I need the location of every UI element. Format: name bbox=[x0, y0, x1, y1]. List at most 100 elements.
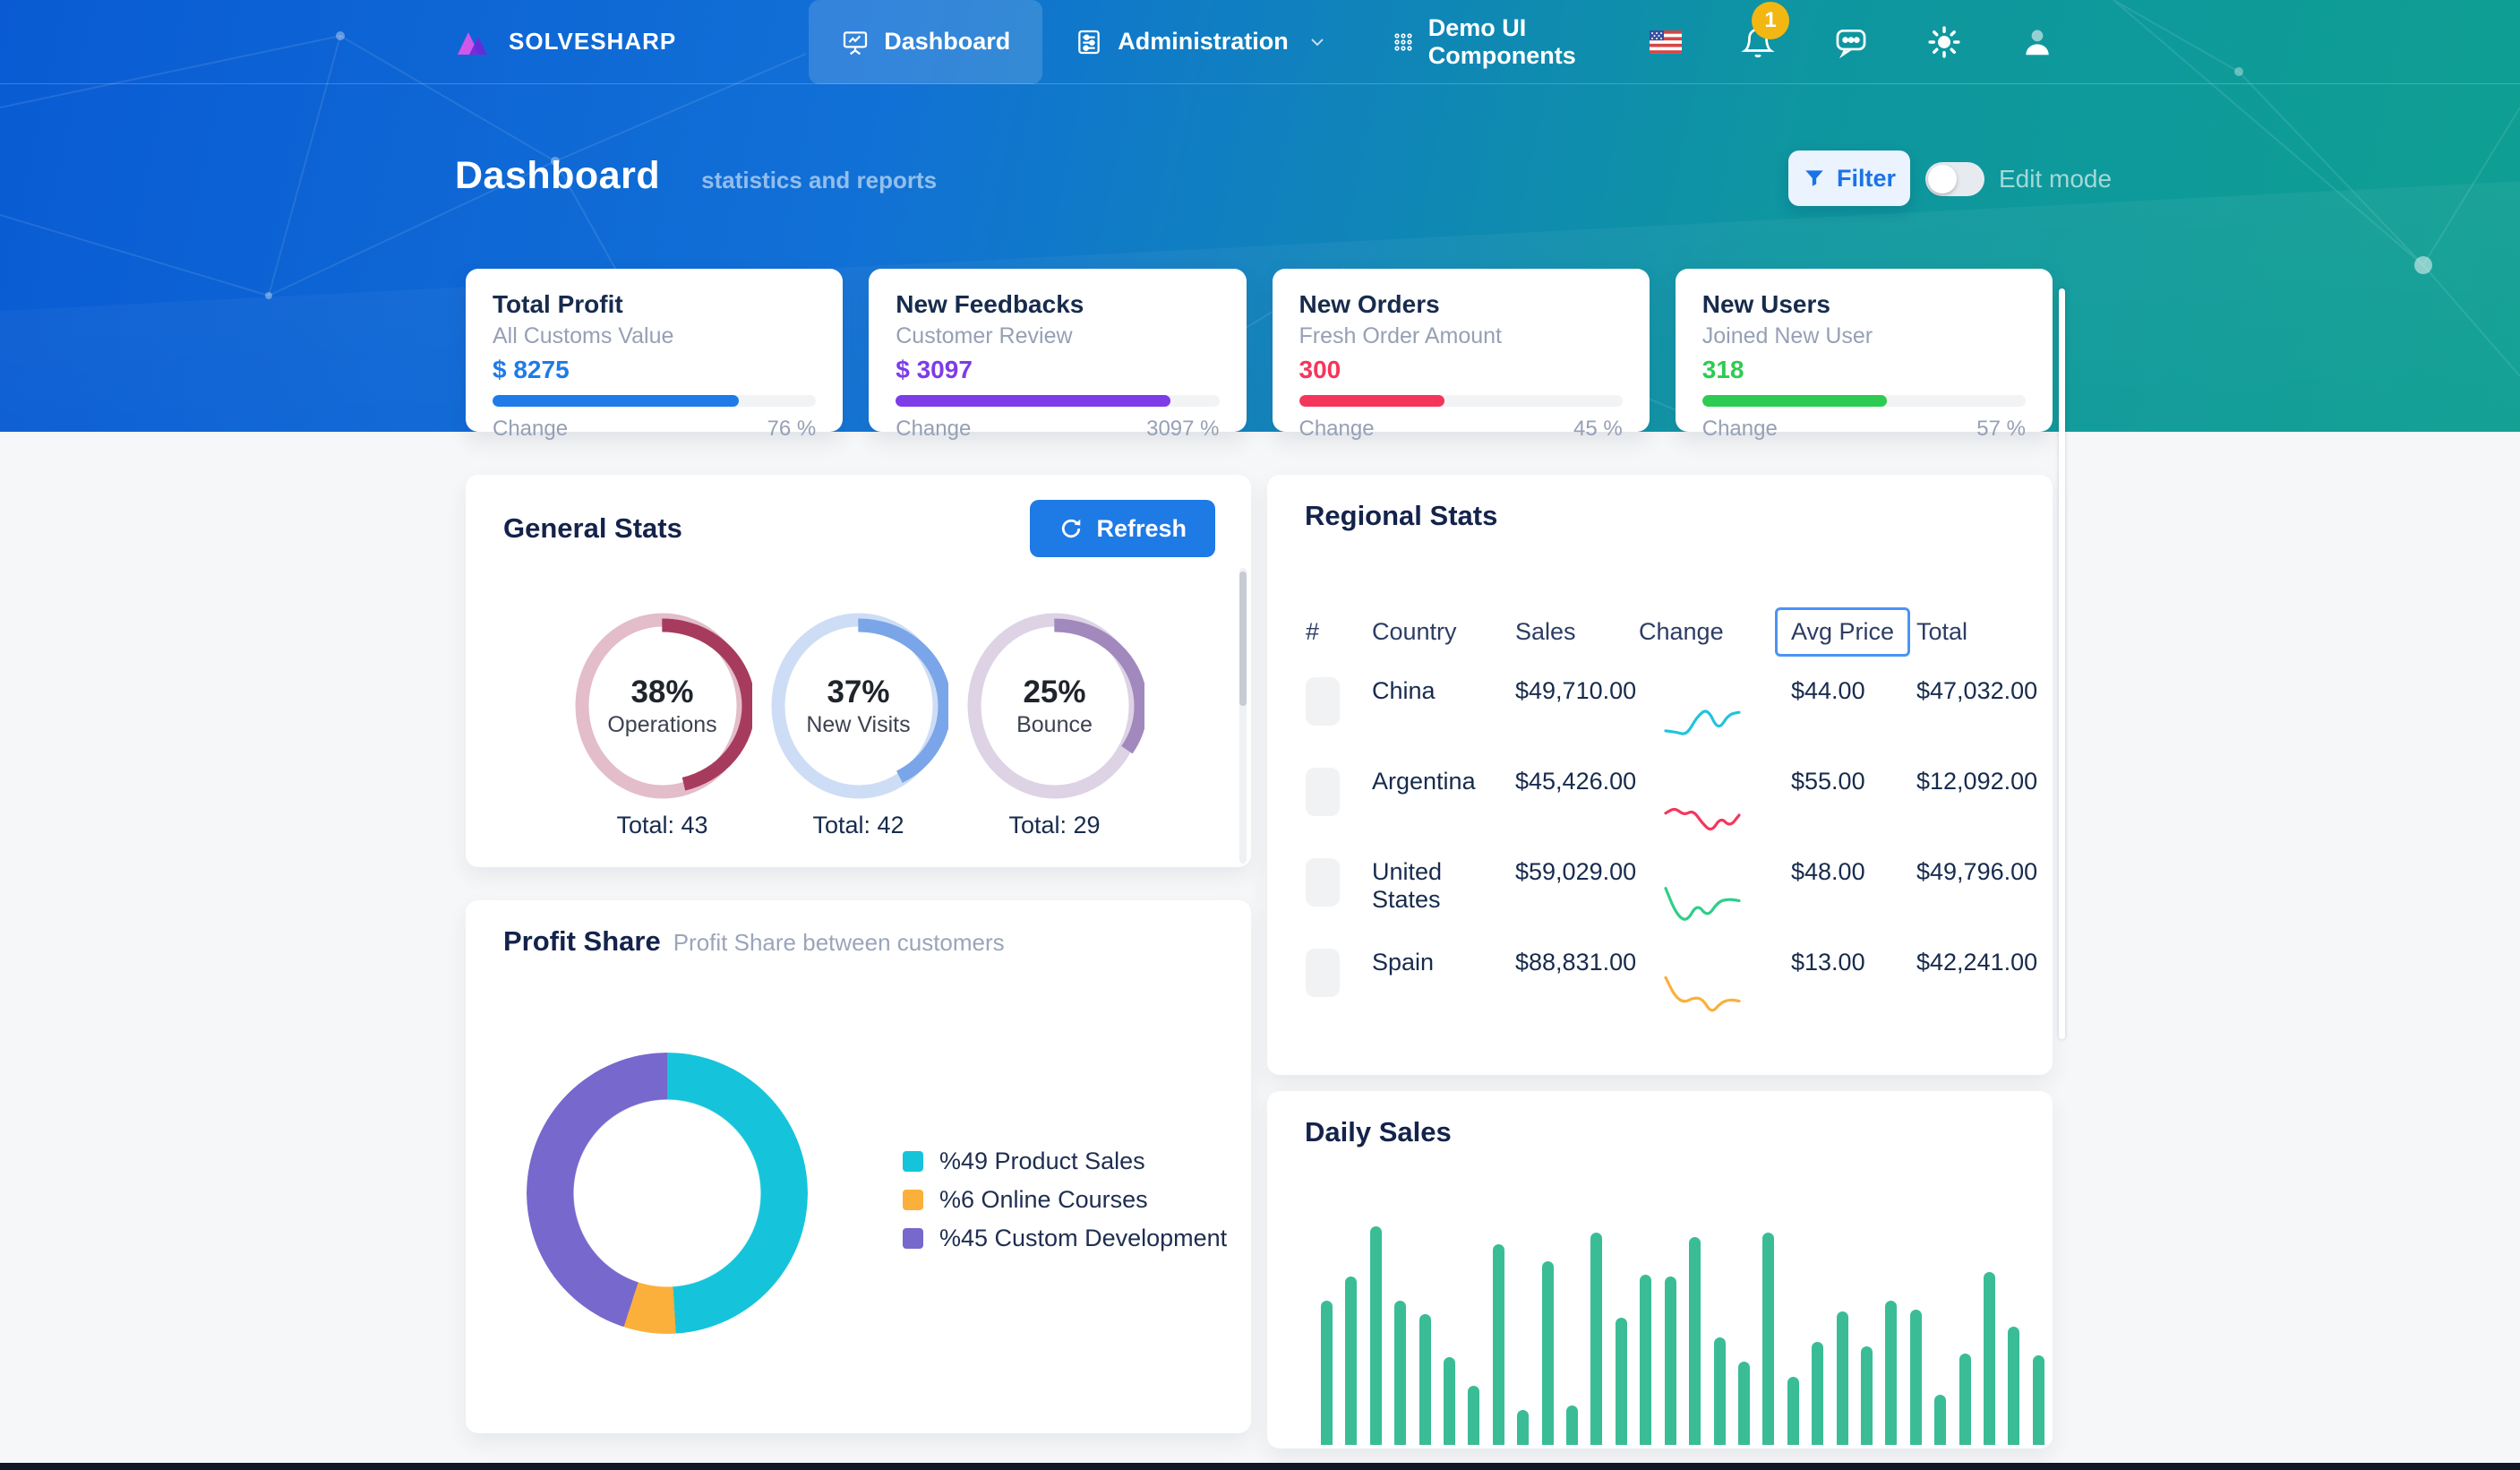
panel-scrollbar-thumb[interactable] bbox=[1239, 572, 1247, 706]
progress-track bbox=[896, 395, 1220, 407]
progress-fill bbox=[493, 395, 739, 407]
table-row-china[interactable]: China $49,710.00 $44.00 $47,032.00 bbox=[1267, 666, 2053, 757]
daily-sales-bar bbox=[1959, 1353, 1971, 1445]
country-flag-placeholder bbox=[1306, 949, 1340, 997]
refresh-icon bbox=[1062, 519, 1081, 538]
table-row-argentina[interactable]: Argentina $45,426.00 $55.00 $12,092.00 bbox=[1267, 757, 2053, 847]
navbar-actions: 1 bbox=[1650, 1, 2054, 59]
daily-sales-bar bbox=[1517, 1409, 1530, 1445]
user-profile-button[interactable] bbox=[2020, 25, 2054, 59]
edit-mode-label: Edit mode bbox=[1999, 165, 2113, 193]
general-stats-title: General Stats bbox=[503, 512, 682, 544]
daily-sales-bar bbox=[1492, 1243, 1504, 1445]
daily-sales-bar bbox=[1345, 1277, 1358, 1445]
brand-name: SOLVESHARP bbox=[509, 28, 677, 55]
edit-mode-toggle[interactable] bbox=[1925, 162, 1984, 196]
daily-sales-bar bbox=[1909, 1309, 1922, 1445]
daily-sales-bar bbox=[1640, 1274, 1652, 1445]
window-bottom-edge bbox=[0, 1463, 2520, 1470]
daily-sales-bar bbox=[1394, 1300, 1407, 1445]
administration-icon bbox=[1078, 30, 1101, 54]
ring-percent: 37% bbox=[827, 674, 890, 709]
toggle-knob bbox=[1928, 165, 1957, 193]
brand-logo-icon bbox=[458, 31, 487, 55]
nav-item-dashboard[interactable]: Dashboard bbox=[809, 0, 1043, 84]
stat-subtitle: Fresh Order Amount bbox=[1299, 323, 1502, 348]
progress-fill bbox=[1299, 395, 1445, 407]
daily-sales-bar bbox=[1590, 1233, 1603, 1445]
ring-label: Operations bbox=[607, 711, 717, 737]
general-stats-panel: General Stats Refresh 38% Ope bbox=[466, 475, 1251, 867]
refresh-button[interactable]: Refresh bbox=[1030, 500, 1215, 557]
hero-background bbox=[0, 0, 2520, 432]
brand[interactable]: SOLVESHARP bbox=[455, 27, 676, 57]
cell-country: Spain bbox=[1372, 949, 1435, 976]
ring-total: Total: 29 bbox=[1008, 812, 1101, 838]
stat-value: 300 bbox=[1299, 356, 1341, 383]
stat-subtitle: Joined New User bbox=[1701, 323, 1873, 348]
profit-share-title: Profit Share bbox=[503, 925, 661, 957]
theme-toggle-button[interactable] bbox=[1927, 25, 1961, 59]
stat-card-new-feedbacks[interactable]: New Feedbacks Customer Review $ 3097 Cha… bbox=[869, 269, 1247, 441]
change-value: 45 % bbox=[1573, 417, 1623, 441]
daily-sales-bar bbox=[1468, 1386, 1480, 1445]
col-header-total[interactable]: Total bbox=[1916, 618, 1968, 645]
progress-fill bbox=[1701, 395, 1887, 407]
daily-sales-bar bbox=[1860, 1346, 1873, 1445]
panel-scrollbar[interactable] bbox=[1239, 568, 1247, 864]
col-header-change[interactable]: Change bbox=[1639, 618, 1724, 645]
stat-title: New Orders bbox=[1299, 290, 1440, 318]
cell-avg-price: $48.00 bbox=[1791, 858, 1865, 885]
table-row-spain[interactable]: Spain $88,831.00 $13.00 $42,241.00 bbox=[1267, 938, 2053, 1028]
top-navbar: SOLVESHARP Dashboard Administ bbox=[0, 0, 2520, 84]
dashboard-icon bbox=[844, 30, 868, 55]
notifications-button[interactable]: 1 bbox=[1741, 1, 1789, 59]
daily-sales-bar bbox=[1689, 1237, 1701, 1445]
table-row-united-states[interactable]: United States $59,029.00 $48.00 $49,796.… bbox=[1267, 847, 2053, 938]
ring-label: Bounce bbox=[1016, 711, 1093, 737]
stat-card-new-users[interactable]: New Users Joined New User 318 Change 57 … bbox=[1675, 269, 2053, 441]
nav-item-demo-ui-components[interactable]: Demo UI Components bbox=[1360, 0, 1650, 84]
regional-stats-title: Regional Stats bbox=[1305, 500, 1498, 531]
col-header-country[interactable]: Country bbox=[1372, 618, 1457, 645]
cell-sales: $59,029.00 bbox=[1515, 858, 1637, 885]
change-label: Change bbox=[1299, 417, 1375, 441]
daily-sales-bar bbox=[1615, 1318, 1627, 1445]
cell-avg-price: $13.00 bbox=[1791, 949, 1865, 976]
page-scrollbar-thumb[interactable] bbox=[2059, 288, 2065, 1039]
ring-operations: 38% Operations Total: 43 bbox=[564, 611, 760, 839]
daily-sales-bar bbox=[2008, 1327, 2020, 1445]
stat-card-new-orders[interactable]: New Orders Fresh Order Amount 300 Change… bbox=[1272, 269, 1650, 441]
cell-sales: $45,426.00 bbox=[1515, 768, 1637, 795]
refresh-button-label: Refresh bbox=[1096, 514, 1187, 542]
cell-country: China bbox=[1372, 677, 1436, 704]
nav-item-label: Dashboard bbox=[884, 28, 1011, 55]
main-menu: Dashboard Administration bbox=[809, 0, 1650, 84]
language-flag-button[interactable] bbox=[1650, 30, 1682, 54]
sparkline-chart bbox=[1664, 976, 1741, 1012]
legend-swatch bbox=[903, 1151, 923, 1172]
country-flag-placeholder bbox=[1306, 768, 1340, 816]
nav-item-administration[interactable]: Administration bbox=[1042, 0, 1360, 84]
col-header-sales[interactable]: Sales bbox=[1515, 618, 1576, 645]
cell-total: $42,241.00 bbox=[1916, 949, 2038, 976]
messages-button[interactable] bbox=[1834, 25, 1868, 59]
nav-item-label: Demo UI Components bbox=[1427, 13, 1576, 69]
col-header-avg-price[interactable]: Avg Price bbox=[1775, 607, 1911, 657]
daily-sales-bar bbox=[1737, 1362, 1750, 1445]
ring-new-visits: 37% New Visits Total: 42 bbox=[760, 611, 956, 839]
cell-total: $12,092.00 bbox=[1916, 768, 2038, 795]
col-header-index[interactable]: # bbox=[1306, 618, 1320, 645]
legend-item-product-sales: %49 Product Sales bbox=[903, 1148, 1227, 1175]
stat-card-total-profit[interactable]: Total Profit All Customs Value $ 8275 Ch… bbox=[466, 269, 844, 441]
legend-swatch bbox=[903, 1190, 923, 1210]
change-value: 57 % bbox=[1976, 417, 2026, 441]
legend-label: %45 Custom Development bbox=[939, 1225, 1228, 1251]
profit-share-subtitle: Profit Share between customers bbox=[673, 929, 1005, 956]
daily-sales-bar bbox=[2032, 1354, 2044, 1445]
daily-sales-bar-chart bbox=[1321, 1223, 2044, 1445]
country-flag-placeholder bbox=[1306, 677, 1340, 726]
daily-sales-bar bbox=[1419, 1313, 1431, 1445]
stat-value: 318 bbox=[1701, 356, 1744, 383]
filter-button[interactable]: Filter bbox=[1788, 150, 1910, 206]
